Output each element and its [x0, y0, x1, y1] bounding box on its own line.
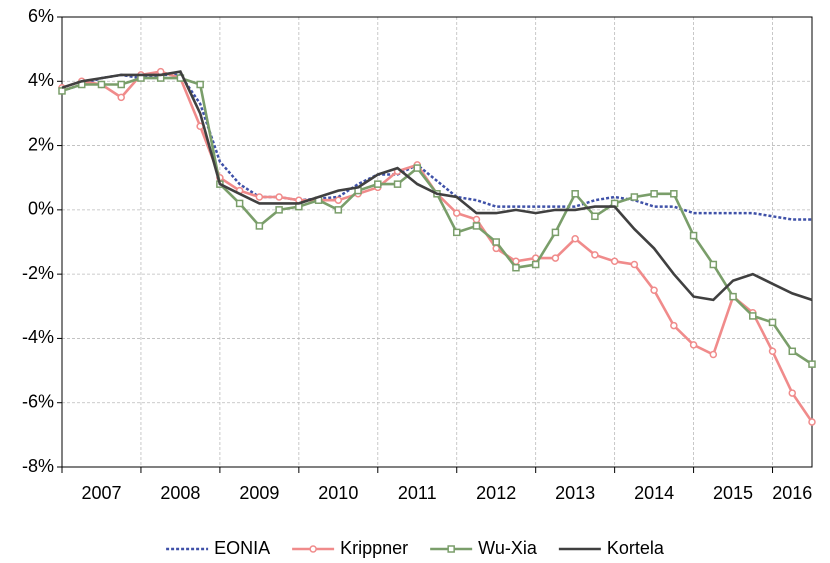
marker: [492, 238, 500, 246]
marker: [255, 222, 264, 230]
marker: [196, 80, 204, 89]
marker: [413, 164, 422, 172]
marker: [768, 318, 777, 327]
marker: [512, 263, 520, 272]
marker: [235, 199, 244, 208]
marker: [571, 235, 579, 243]
marker: [472, 222, 481, 230]
line: [61, 73, 812, 221]
marker: [117, 80, 125, 89]
marker: [749, 312, 757, 320]
legend-label: EONIA: [214, 538, 270, 558]
marker: [808, 360, 816, 368]
y-tick-label: 6%: [28, 6, 54, 26]
series: [61, 70, 813, 302]
marker: [788, 389, 797, 397]
marker: [275, 206, 283, 214]
marker: [670, 190, 678, 198]
line: [61, 70, 814, 423]
legend-label: Krippner: [340, 538, 408, 558]
marker: [374, 180, 382, 188]
marker: [393, 180, 402, 188]
legend-label: Wu-Xia: [478, 538, 538, 558]
marker: [591, 212, 599, 221]
marker: [452, 228, 461, 237]
x-tick-label: 2013: [555, 483, 595, 503]
marker: [117, 93, 125, 102]
marker: [630, 193, 639, 201]
marker: [275, 193, 283, 201]
x-tick-label: 2015: [713, 483, 753, 503]
marker: [97, 80, 106, 89]
marker: [472, 215, 481, 224]
marker: [334, 196, 343, 204]
marker: [650, 190, 658, 198]
x-tick-label: 2008: [160, 483, 200, 503]
x-tick-label: 2009: [239, 483, 279, 503]
legend-label: Kortela: [607, 538, 665, 558]
line: [61, 70, 813, 302]
marker: [630, 260, 639, 269]
line: [61, 76, 813, 366]
series: [58, 74, 816, 368]
marker: [689, 341, 698, 349]
marker: [709, 260, 718, 269]
y-tick-label: 0%: [28, 199, 54, 219]
y-tick-label: -4%: [22, 327, 54, 347]
marker: [788, 347, 797, 356]
marker: [58, 87, 66, 95]
marker: [571, 190, 579, 198]
marker: [709, 350, 718, 359]
x-tick-label: 2010: [318, 483, 358, 503]
y-tick-label: 2%: [28, 134, 54, 154]
marker: [531, 260, 540, 269]
marker: [334, 206, 343, 214]
marker: [768, 347, 777, 356]
marker: [650, 286, 658, 294]
x-tick-label: 2012: [476, 483, 516, 503]
legend-marker: [447, 545, 455, 553]
y-tick-label: -6%: [22, 391, 54, 411]
legend-marker: [309, 545, 317, 553]
marker: [452, 209, 461, 217]
marker: [610, 257, 619, 266]
y-tick-label: -2%: [22, 263, 54, 283]
plot-frame: [61, 16, 813, 468]
marker: [808, 418, 816, 426]
x-tick-label: 2014: [634, 483, 674, 503]
x-tick-label: 2016: [772, 483, 812, 503]
marker: [670, 321, 678, 330]
marker: [255, 193, 264, 201]
y-tick-label: 4%: [28, 70, 54, 90]
x-tick-label: 2011: [398, 483, 437, 503]
y-tick-label: -8%: [22, 456, 54, 476]
marker: [689, 231, 698, 240]
series: [61, 73, 812, 221]
marker: [551, 254, 560, 262]
marker: [591, 251, 599, 259]
marker: [551, 228, 560, 237]
marker: [729, 292, 737, 301]
x-tick-label: 2007: [81, 483, 121, 503]
